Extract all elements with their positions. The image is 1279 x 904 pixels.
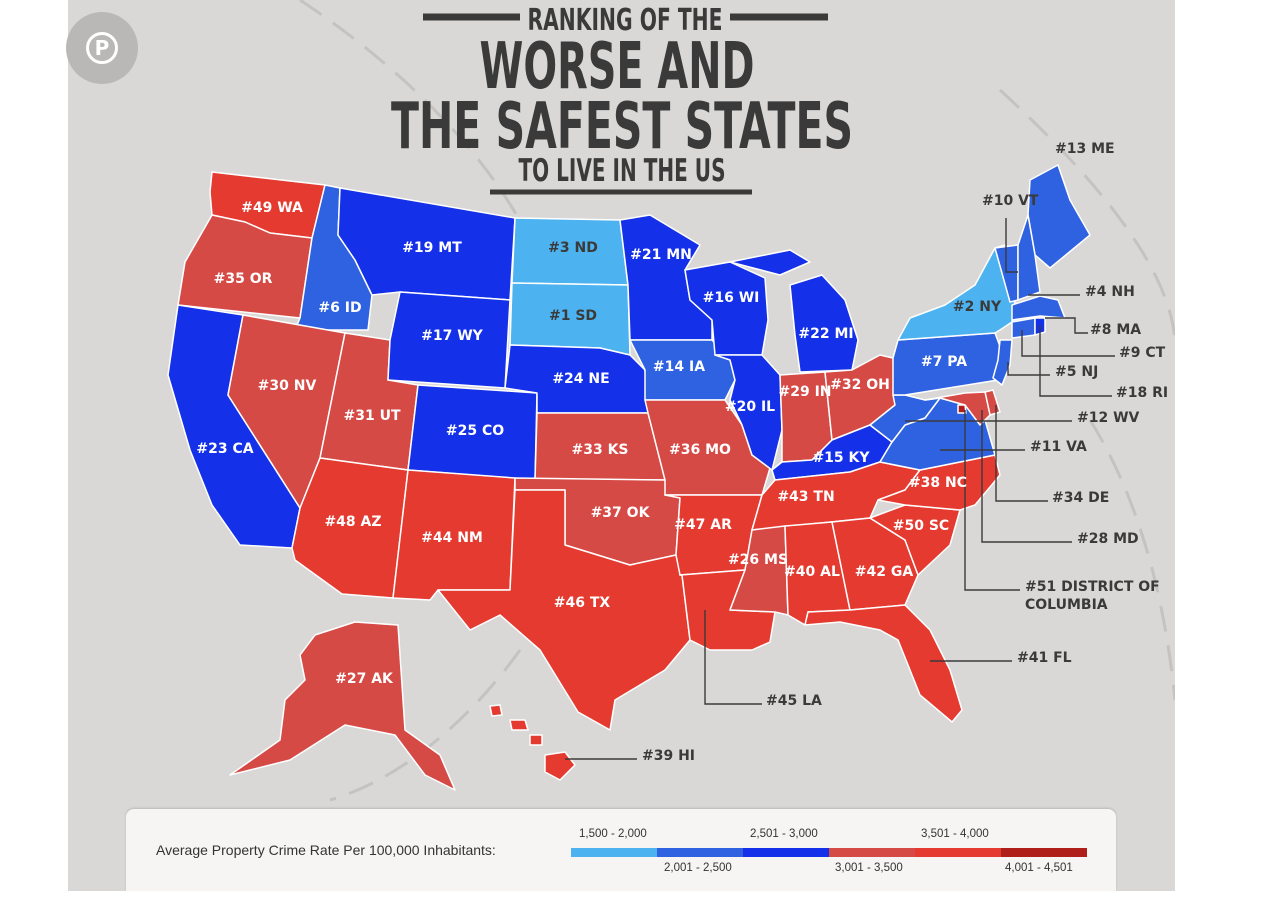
state-label-nv: #30 NV [258,378,317,394]
state-label-ms: #26 MS [728,552,788,568]
state-label-ar: #47 AR [674,517,732,533]
state-HI[interactable] [489,704,576,781]
state-TX[interactable] [437,489,691,731]
state-label-ia: #14 IA [653,359,705,375]
state-label-tn: #43 TN [777,489,834,505]
state-NC[interactable] [877,454,1001,511]
state-label-nc: #38 NC [909,475,967,491]
state-label-sd: #1 SD [549,308,597,324]
us-map: RANKING OF THE WORSE AND THE SAFEST STAT… [167,0,1175,802]
state-NJ[interactable] [992,339,1013,386]
state-label-ga: #42 GA [855,564,914,580]
state-MI[interactable] [729,249,859,373]
state-label-az: #48 AZ [324,514,381,530]
state-label-mo: #36 MO [669,442,731,458]
infographic-poster: RANKING OF THE WORSE AND THE SAFEST STAT… [68,0,1175,891]
state-label-nd: #3 ND [548,240,598,256]
legend-swatch-1 [571,848,657,857]
state-label-la: #45 LA [766,693,822,709]
legend-label-1: 1,500 - 2,000 [579,828,647,840]
title-block: RANKING OF THE WORSE AND THE SAFEST STAT… [391,3,853,195]
state-label-sc: #50 SC [893,518,949,534]
state-label-mt: #19 MT [402,240,462,256]
pinterest-save-button[interactable]: P [66,12,138,84]
state-label-nm: #44 NM [421,530,483,546]
state-label-ky: #15 KY [812,450,870,466]
state-NH[interactable] [1017,214,1041,301]
decorative-arcs [299,0,1175,802]
state-label-ct: #9 CT [1119,345,1166,361]
legend-swatch-4 [829,848,915,857]
legend-label-5: 3,501 - 4,000 [921,828,989,840]
legend-label-4: 3,001 - 3,500 [835,862,903,874]
state-CT[interactable] [1011,317,1036,339]
state-MO[interactable] [644,399,771,496]
state-label-va: #11 VA [1030,439,1087,455]
state-label-ny: #2 NY [953,299,1002,315]
state-label-pa: #7 PA [921,354,967,370]
pinterest-icon: P [86,32,118,64]
state-label-ak: #27 AK [335,671,394,687]
legend-swatch-2 [657,848,743,857]
state-shapes [167,164,1091,791]
state-label-mi: #22 MI [798,326,853,342]
state-label-nh: #4 NH [1085,284,1135,300]
state-AK[interactable] [229,621,456,791]
state-label-ri: #18 RI [1116,385,1168,401]
legend-label-3: 2,501 - 3,000 [750,828,818,840]
state-label-md: #28 MD [1077,531,1139,547]
state-label-vt: #10 VT [982,193,1039,209]
state-MD[interactable] [924,391,991,426]
state-label-id: #6 ID [318,300,361,316]
state-label-fl: #41 FL [1017,650,1072,666]
state-label-oh: #32 OH [830,377,890,393]
legend-swatch-5 [915,848,1001,857]
state-labels: #49 WA #35 OR #23 CA #6 ID #30 NV #31 UT #48 A… [196,141,1168,764]
state-label-hi: #39 HI [642,748,695,764]
leader-lines [565,218,1115,760]
state-label-wv: #12 WV [1077,410,1140,426]
state-label-nj: #5 NJ [1055,364,1098,380]
state-label-co: #25 CO [446,423,504,439]
legend-swatch-6 [1001,848,1087,857]
title-line-2: WORSE AND [480,30,755,104]
legend: Average Property Crime Rate Per 100,000 … [126,809,1116,891]
legend-title: Average Property Crime Rate Per 100,000 … [156,842,496,858]
state-label-ut: #31 UT [343,408,400,424]
state-IL[interactable] [714,354,783,471]
state-label-or: #35 OR [214,271,273,287]
state-FL[interactable] [804,604,963,723]
title-line-3: THE SAFEST STATES [391,90,853,164]
state-label-in: #29 IN [778,384,831,400]
state-DC[interactable] [957,404,967,414]
legend-label-2: 2,001 - 2,500 [664,862,732,874]
state-label-me: #13 ME [1055,141,1115,157]
legend-label-6: 4,001 - 4,501 [1005,862,1073,874]
state-NY[interactable] [897,244,1016,341]
state-label-ca: #23 CA [196,441,253,457]
state-label-ok: #37 OK [591,505,651,521]
state-label-al: #40 AL [784,564,840,580]
state-label-wy: #17 WY [421,328,484,344]
state-ME[interactable] [1027,164,1091,269]
state-label-ne: #24 NE [552,371,609,387]
title-line-1: RANKING OF THE [528,3,723,38]
state-label-ks: #33 KS [571,442,628,458]
legend-swatch-3 [743,848,829,857]
state-WY[interactable] [387,291,511,389]
state-label-de: #34 DE [1052,490,1109,506]
title-line-4: TO LIVE IN THE US [519,153,726,189]
state-label-mn: #21 MN [630,247,692,263]
state-label-ma: #8 MA [1090,322,1141,338]
state-label-tx: #46 TX [554,595,611,611]
state-label-wi: #16 WI [703,290,760,306]
state-label-il: #20 IL [725,399,775,415]
state-label-wa: #49 WA [241,200,303,216]
state-label-dc: #51 DISTRICT OF COLUMBIA [1025,579,1160,613]
